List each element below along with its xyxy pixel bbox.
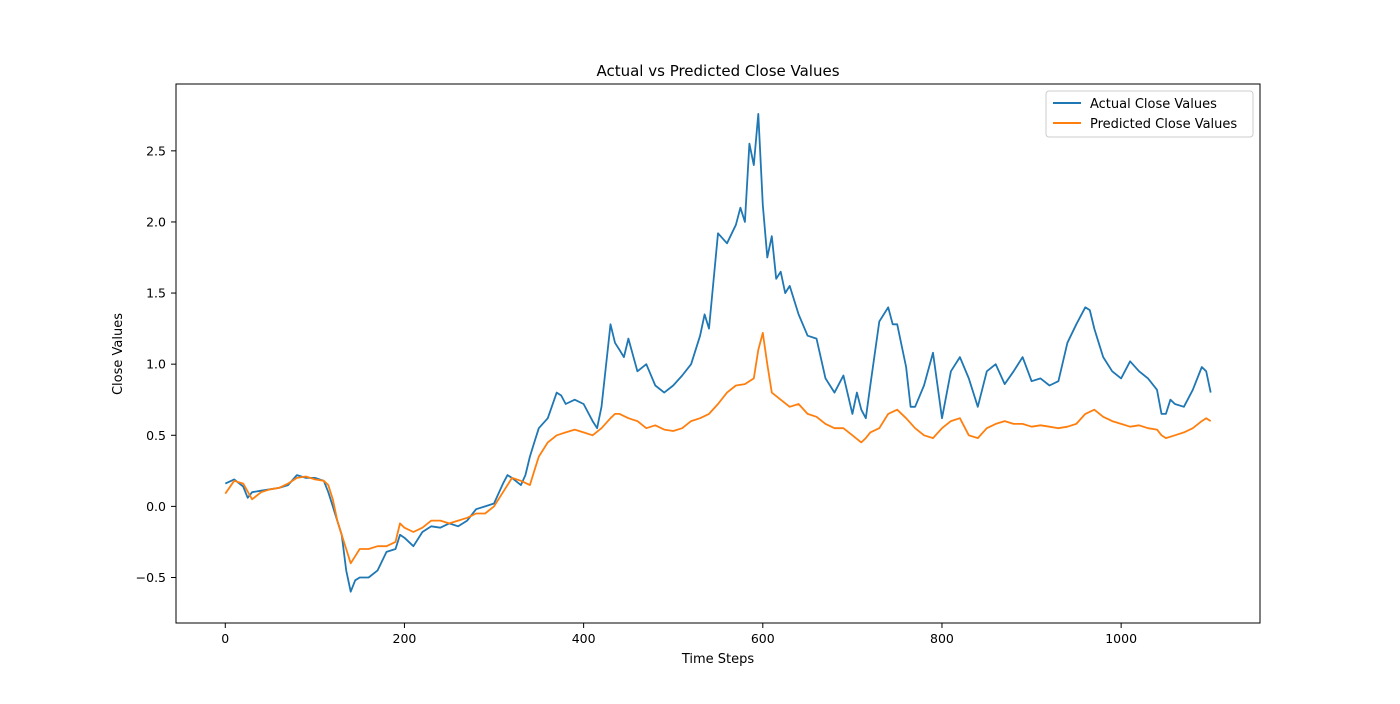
x-axis-label: Time Steps: [681, 652, 755, 667]
y-tick-label: 2.5: [146, 143, 166, 158]
plot-area-frame: [175, 83, 1261, 624]
x-tick-label: 600: [751, 631, 775, 646]
y-tick-label: 1.5: [146, 286, 166, 301]
x-tick-label: 800: [930, 631, 954, 646]
x-axis: 0 200 400 600 800 1000: [221, 623, 1137, 646]
predicted-series-line: [224, 331, 1212, 565]
y-axis-label: Close Values: [111, 313, 126, 395]
series-layer: [224, 113, 1212, 593]
y-tick-label: −0.5: [136, 570, 166, 585]
y-tick-label: 2.0: [146, 214, 166, 229]
y-tick-label: 1.0: [146, 357, 166, 372]
legend-box: [1045, 90, 1254, 138]
x-tick-label: 200: [393, 631, 417, 646]
chart-title: Actual vs Predicted Close Values: [596, 62, 839, 80]
y-tick-label: 0.0: [146, 499, 166, 514]
x-tick-label: 0: [221, 631, 229, 646]
x-tick-label: 1000: [1105, 631, 1137, 646]
actual-series-line: [224, 113, 1212, 593]
legend-label-actual: Actual Close Values: [1090, 97, 1217, 112]
legend: Actual Close Values Predicted Close Valu…: [1045, 90, 1254, 138]
y-tick-label: 0.5: [146, 428, 166, 443]
x-tick-label: 400: [572, 631, 596, 646]
y-axis: −0.5 0.0 0.5 1.0 1.5 2.0 2.5: [136, 143, 176, 585]
legend-label-predicted: Predicted Close Values: [1090, 117, 1237, 132]
